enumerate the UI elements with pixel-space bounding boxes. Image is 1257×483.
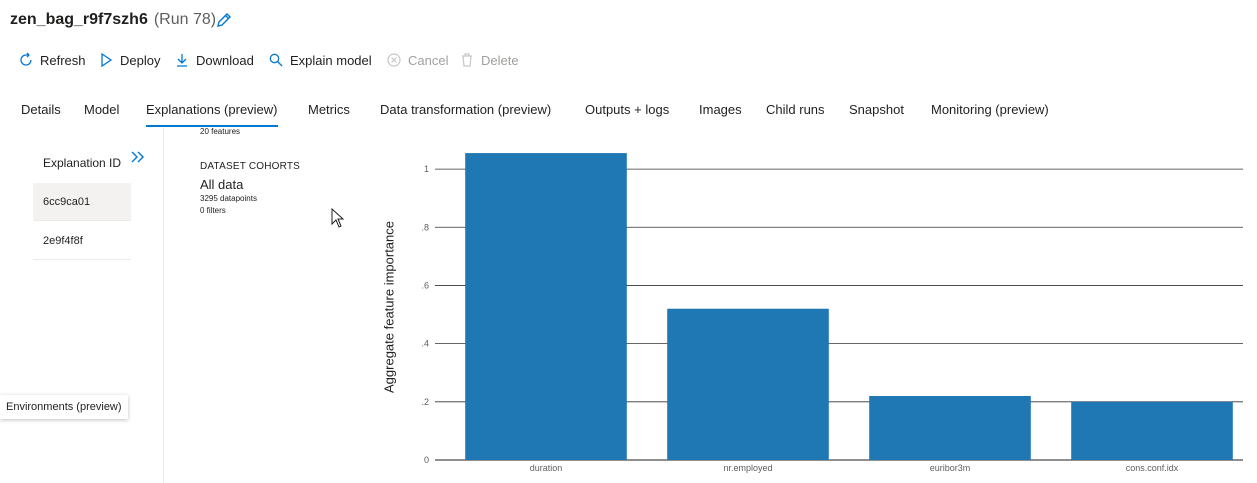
cohort-datapoints: 3295 datapoints: [200, 194, 257, 203]
chart-y-tick-label: .4: [421, 339, 429, 349]
tab-images[interactable]: Images: [699, 102, 742, 117]
chart-x-tick-label: nr.employed: [723, 463, 772, 473]
tab-snapshot[interactable]: Snapshot: [849, 102, 904, 117]
download-label: Download: [196, 52, 254, 68]
feature-count: 20 features: [200, 127, 241, 136]
tab-data-transformation[interactable]: Data transformation (preview): [380, 102, 552, 117]
chart-y-tick-label: 0: [424, 455, 429, 465]
cancel-button[interactable]: Cancel: [386, 52, 448, 68]
chart-y-axis-label: Aggregate feature importance: [381, 221, 397, 393]
tab-outputs-logs[interactable]: Outputs + logs: [585, 102, 670, 117]
tab-model[interactable]: Model: [84, 102, 120, 117]
refresh-label: Refresh: [40, 52, 86, 68]
refresh-button[interactable]: Refresh: [18, 52, 86, 68]
chart-y-tick-label: .8: [421, 222, 429, 232]
explanation-id-header: Explanation ID: [43, 156, 122, 170]
dataset-cohorts-heading: DATASET COHORTS: [200, 161, 301, 172]
double-chevron-right-icon[interactable]: [129, 150, 147, 164]
mouse-cursor-icon: [331, 208, 345, 228]
explanation-item[interactable]: 6cc9ca01: [33, 183, 131, 221]
feature-importance-chart: 0 .2 .4 .6 .8 1 duration nr.employed euribor3m co…: [421, 153, 1243, 473]
explain-model-label: Explain model: [290, 52, 372, 68]
cancel-label: Cancel: [408, 52, 449, 68]
chart-x-tick-label: duration: [530, 463, 563, 473]
download-button[interactable]: Download: [174, 52, 254, 68]
download-icon: [177, 54, 187, 67]
panel-divider: [163, 128, 164, 483]
delete-button[interactable]: Delete: [459, 52, 519, 68]
chart-x-tick-label: cons.conf.idx: [1126, 463, 1179, 473]
tab-explanations[interactable]: Explanations (preview): [146, 102, 278, 127]
explain-model-button[interactable]: Explain model: [268, 52, 372, 68]
chart-bar: [465, 153, 627, 460]
search-icon: [269, 53, 283, 67]
refresh-icon: [20, 52, 32, 66]
chart-y-tick-label: .2: [421, 397, 429, 407]
chart-y-tick-label: 1: [424, 164, 429, 174]
cohort-name[interactable]: All data: [200, 177, 244, 192]
tab-metrics[interactable]: Metrics: [308, 102, 350, 117]
chart-bar: [869, 396, 1031, 460]
explanation-item[interactable]: 2e9f4f8f: [33, 222, 131, 260]
chart-bar: [1071, 401, 1233, 460]
chart-x-tick-label: euribor3m: [930, 463, 971, 473]
deploy-button[interactable]: Deploy: [98, 52, 160, 68]
delete-label: Delete: [481, 52, 519, 68]
deploy-label: Deploy: [120, 52, 161, 68]
run-title: zen_bag_r9f7szh6 (Run 78): [10, 11, 216, 29]
run-number: (Run 78): [153, 11, 217, 28]
environments-tooltip: Environments (preview): [0, 395, 128, 419]
run-name: zen_bag_r9f7szh6: [10, 11, 148, 28]
chart-bar: [667, 308, 829, 460]
play-icon: [101, 52, 113, 68]
tab-details[interactable]: Details: [21, 102, 61, 117]
trash-icon: [462, 53, 472, 67]
chart-y-tick-label: .6: [421, 280, 429, 290]
tab-monitoring[interactable]: Monitoring (preview): [931, 102, 1049, 117]
tab-child-runs[interactable]: Child runs: [766, 102, 825, 117]
cohort-filters: 0 filters: [200, 206, 226, 215]
edit-pencil-icon[interactable]: [216, 12, 232, 28]
cancel-icon: [387, 53, 401, 67]
